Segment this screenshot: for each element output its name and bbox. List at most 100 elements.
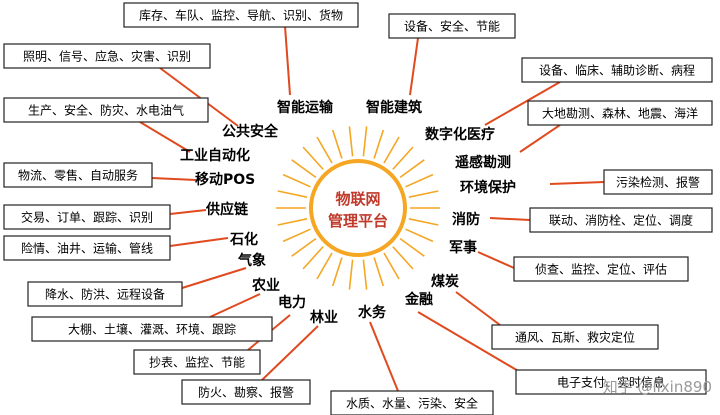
connector-line (261, 325, 319, 381)
sector-label: 农业 (251, 277, 280, 294)
hub-ray (392, 146, 414, 170)
application-box-text: 设备、临床、辅助诊断、病程 (539, 63, 695, 78)
connector-line (169, 209, 207, 215)
application-box-text: 大棚、土壤、灌溉、环境、跟踪 (68, 322, 236, 337)
hub-ray (383, 252, 400, 280)
application-box-text: 照明、信号、应急、灾害、识别 (23, 49, 191, 64)
application-box (527, 100, 713, 126)
application-box-text: 降水、防洪、远程设备 (45, 287, 165, 302)
connector-line (409, 37, 419, 96)
sector-label: 公共安全 (222, 123, 279, 140)
sector-label: 气象 (237, 252, 266, 269)
sector-label: 水务 (358, 304, 387, 321)
sector-label: 石化 (229, 231, 258, 248)
application-box-text: 防火、勘察、报警 (198, 385, 294, 400)
connector-line (477, 251, 515, 269)
hub-ray (302, 146, 324, 170)
application-box (513, 256, 689, 282)
application-box (515, 369, 707, 395)
connector-line (139, 121, 191, 153)
application-box-text: 水质、水量、污染、安全 (346, 396, 478, 411)
application-box (3, 43, 211, 69)
application-box (3, 235, 171, 261)
hub-rays (276, 126, 440, 290)
hub-ray (405, 228, 434, 243)
connector-line (549, 181, 605, 185)
sector-label: 金融 (404, 291, 433, 308)
application-box (133, 349, 261, 375)
application-box-text: 交易、订单、跟踪、识别 (21, 210, 153, 225)
application-boxes: 库存、车队、监控、导航、识别、货物设备、安全、节能设备、临床、辅助诊断、病程大地… (3, 2, 713, 415)
hub-ray (277, 190, 308, 198)
hub-ray (362, 126, 368, 157)
sector-label: 智能建筑 (365, 99, 422, 116)
sector-label: 环境保护 (460, 179, 516, 196)
application-box-text: 抄表、监控、节能 (149, 356, 245, 370)
connector-line (455, 291, 501, 326)
hub-ray (282, 228, 311, 243)
application-box (3, 162, 153, 188)
hub-ray (277, 218, 308, 226)
hub-title-line2: 管理平台 (328, 212, 388, 230)
application-box (31, 316, 273, 342)
connector-line (417, 311, 521, 373)
sector-label: 电力 (278, 294, 306, 311)
connector-line (159, 67, 239, 127)
application-box (123, 2, 359, 28)
hub-ray (282, 173, 311, 188)
connector-line (209, 293, 261, 318)
application-box-text: 物流、零售、自动服务 (18, 168, 138, 183)
connector-line (489, 217, 531, 221)
hub-ray (316, 252, 333, 280)
application-box-text: 库存、车队、监控、导航、识别、货物 (139, 8, 343, 23)
hub-ray (291, 237, 317, 257)
hub-ray (362, 259, 368, 290)
application-box (521, 57, 713, 83)
application-box (491, 324, 659, 350)
sector-label: 工业自动化 (180, 147, 250, 164)
connector-lines (139, 25, 605, 392)
hub-ray (302, 246, 324, 270)
hub-ray (291, 159, 317, 179)
hub-ray (408, 190, 439, 198)
watermark: 知乎 @lixin890 (603, 378, 712, 396)
hub-ray (348, 126, 354, 157)
application-box-text: 侦查、监控、定位、评估 (535, 262, 667, 277)
hub-ray (316, 136, 333, 164)
application-box (330, 390, 494, 415)
hub-ray (408, 218, 439, 226)
connector-line (369, 321, 399, 392)
application-box-text: 电子支付、实时信息 (557, 375, 665, 390)
sector-label: 煤炭 (431, 273, 459, 290)
hub-title-line1: 物联网 (335, 190, 380, 208)
application-box-text: 设备、安全、节能 (404, 19, 500, 34)
sector-label: 移动POS (195, 171, 255, 188)
connector-line (169, 237, 229, 247)
application-box-text: 大地勘测、森林、地震、海洋 (542, 106, 698, 121)
connector-line (284, 25, 291, 96)
sector-label: 供应链 (205, 201, 249, 218)
application-box-text: 污染检测、报警 (616, 175, 700, 190)
hub-ray (348, 259, 354, 290)
hub-ray (331, 257, 343, 287)
application-box (27, 281, 183, 307)
application-box-text: 生产、安全、防灾、水电油气 (28, 103, 184, 118)
hub-ray (399, 159, 425, 179)
application-box-text: 通风、瓦斯、救灾定位 (515, 330, 635, 345)
central-hub (309, 159, 407, 257)
connector-line (181, 267, 247, 289)
application-box (529, 207, 713, 233)
hub-ray (392, 246, 414, 270)
application-box-text: 险情、油井、运输、管线 (21, 241, 153, 256)
hub-ray (399, 237, 425, 257)
hub-ray (405, 173, 434, 188)
connector-line (484, 81, 561, 126)
application-box (603, 169, 713, 195)
application-box (3, 97, 209, 123)
hub-ray (373, 257, 385, 287)
application-box (181, 379, 311, 405)
sector-label: 智能运输 (276, 99, 334, 116)
sector-label: 遥感勘测 (455, 154, 511, 171)
